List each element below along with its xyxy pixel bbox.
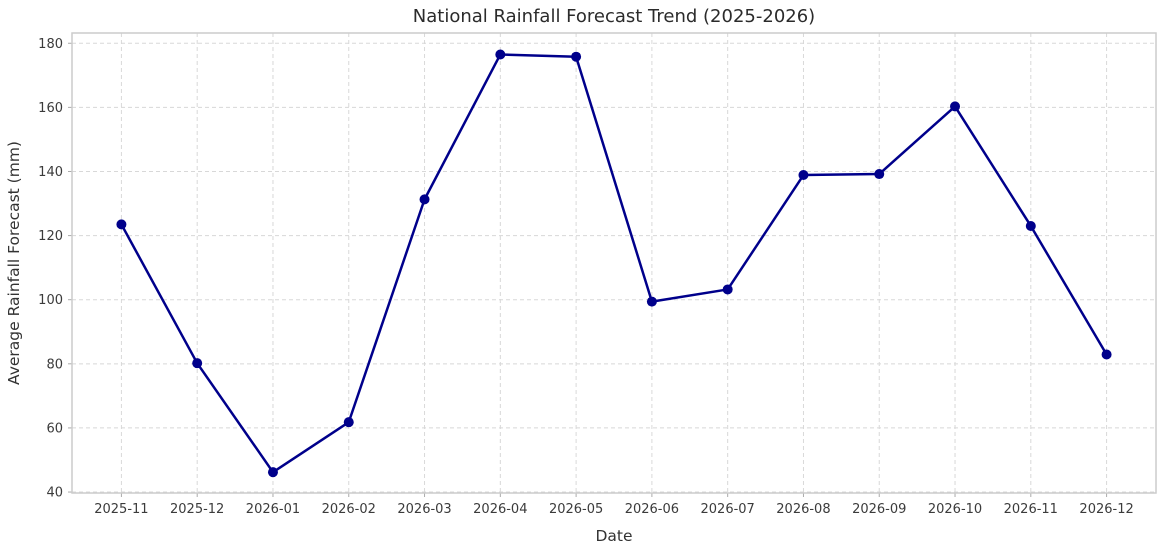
data-point-marker <box>874 169 885 180</box>
y-tick-label: 60 <box>46 421 63 436</box>
x-tick-label: 2025-11 <box>94 502 148 517</box>
x-tick-label: 2026-06 <box>625 502 679 517</box>
y-axis-label: Average Rainfall Forecast (mm) <box>5 141 23 385</box>
y-tick-label: 100 <box>38 293 63 308</box>
x-tick-label: 2026-01 <box>246 502 300 517</box>
chart-title: National Rainfall Forecast Trend (2025-2… <box>412 6 816 27</box>
x-tick-label: 2025-12 <box>170 502 224 517</box>
y-tick-label: 120 <box>38 229 63 244</box>
x-tick-label: 2026-10 <box>928 502 982 517</box>
x-axis-label: Date <box>595 527 633 545</box>
data-point-marker <box>646 296 657 307</box>
data-point-marker <box>343 417 354 428</box>
x-tick-label: 2026-05 <box>549 502 603 517</box>
plot-border <box>71 32 1157 494</box>
x-tick-label: 2026-12 <box>1079 502 1133 517</box>
y-tick-label: 80 <box>46 357 63 372</box>
x-tick-label: 2026-03 <box>397 502 451 517</box>
data-point-marker <box>495 49 506 60</box>
x-tick-label: 2026-09 <box>852 502 906 517</box>
y-tick-label: 180 <box>38 37 63 52</box>
data-point-marker <box>798 170 809 181</box>
y-tick-label: 40 <box>46 486 63 501</box>
data-point-marker <box>1025 220 1036 231</box>
data-point-marker <box>950 101 961 112</box>
data-point-marker <box>1101 349 1112 360</box>
x-tick-label: 2026-08 <box>776 502 830 517</box>
data-point-marker <box>116 219 127 230</box>
x-tick-label: 2026-04 <box>473 502 527 517</box>
data-point-marker <box>192 358 203 369</box>
y-tick-label: 160 <box>38 101 63 116</box>
x-tick-label: 2026-07 <box>701 502 755 517</box>
data-point-marker <box>571 51 582 62</box>
x-tick-label: 2026-02 <box>322 502 376 517</box>
y-tick-label: 140 <box>38 165 63 180</box>
data-point-marker <box>419 194 430 205</box>
data-point-marker <box>722 284 733 295</box>
rainfall-trend-line <box>120 53 1108 474</box>
data-point-marker <box>267 467 278 478</box>
x-tick-label: 2026-11 <box>1004 502 1058 517</box>
